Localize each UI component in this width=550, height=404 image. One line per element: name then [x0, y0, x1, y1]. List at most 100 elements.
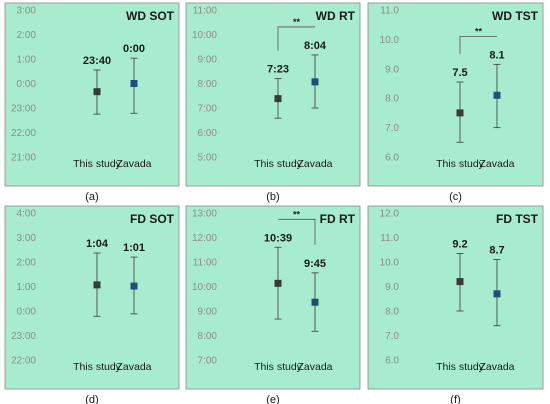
panel-label: (d): [85, 394, 98, 404]
significance-bracket: [459, 35, 497, 55]
chart-title: FD RT: [320, 212, 356, 226]
x-tick-label: Zavada: [297, 361, 332, 373]
x-tick-label: This study: [73, 158, 122, 170]
data-point: [93, 281, 101, 289]
y-tick-label: 3:00: [17, 6, 37, 17]
chart-panel-b: 11:00 10:00 9:00 8:00 7:00 6:00 5:00 WD RT ** 7:2…: [185, 2, 361, 203]
y-tick-label: 10.0: [380, 258, 400, 269]
significance-marker: **: [293, 17, 301, 27]
data-label: 7.5: [452, 67, 467, 79]
data-point: [130, 282, 138, 290]
y-tick-label: 7:00: [198, 104, 218, 115]
chart-panel-a: 3:00 2:00 1:00 0:00 23:00 22:00 21:00 WD SOT 23:…: [4, 2, 180, 203]
y-tick-label: 9.0: [385, 64, 399, 75]
panel-label: (c): [449, 191, 462, 203]
y-tick-label: 9.0: [385, 282, 399, 293]
significance-marker: **: [293, 209, 301, 219]
y-tick-label: 23:00: [11, 104, 36, 115]
y-tick-label: 5:00: [198, 153, 218, 164]
y-tick-label: 4:00: [17, 209, 37, 220]
x-tick-label: This study: [436, 158, 485, 170]
y-tick-label: 0:00: [17, 307, 37, 318]
data-label: 7:23: [267, 64, 289, 76]
data-point: [456, 109, 464, 117]
x-tick-label: Zavada: [297, 158, 332, 170]
significance-marker: **: [475, 26, 483, 36]
y-tick-label: 8:00: [198, 79, 218, 90]
y-tick-label: 13:00: [192, 209, 217, 220]
panel-label: (f): [450, 394, 460, 404]
data-point: [130, 80, 138, 87]
data-point: [311, 78, 319, 86]
y-tick-label: 7:00: [198, 356, 218, 367]
chart-title: FD TST: [496, 212, 539, 226]
panel-background: [185, 205, 361, 390]
data-label: 9:45: [304, 258, 326, 270]
data-label: 23:40: [83, 55, 111, 67]
data-label: 1:01: [123, 242, 145, 254]
chart-panel-d: 4:00 3:00 2:00 1:00 0:00 23:00 22:00 FD SOT 1:04…: [4, 205, 180, 404]
y-tick-label: 9:00: [198, 307, 218, 318]
y-tick-label: 6:00: [198, 128, 218, 139]
chart-panel-f: 12.0 11.0 10.0 9.0 8.0 7.0 6.0 FD TST 9.2 This st…: [367, 205, 544, 404]
y-tick-label: 1:00: [17, 55, 37, 66]
y-tick-label: 11:00: [193, 258, 218, 269]
y-tick-label: 11.0: [380, 233, 399, 244]
y-tick-label: 6.0: [385, 356, 399, 367]
y-tick-label: 22:00: [11, 128, 36, 139]
x-tick-label: Zavada: [479, 361, 514, 373]
y-tick-label: 2:00: [17, 30, 37, 41]
data-point: [456, 278, 464, 286]
data-point: [274, 279, 282, 287]
y-tick-label: 3:00: [17, 233, 37, 244]
y-tick-label: 12:00: [192, 233, 217, 244]
chart-panel-c: 11.0 10.0 9.0 8.0 7.0 6.0 WD TST ** 7.5 This stud…: [367, 2, 544, 203]
significance-bracket: [277, 26, 315, 51]
panel-background: [185, 2, 361, 187]
chart-title: FD SOT: [130, 212, 175, 226]
significance-bracket: [278, 218, 316, 245]
y-tick-label: 6.0: [385, 153, 399, 164]
y-tick-label: 21:00: [11, 153, 36, 164]
panel-background: [367, 2, 544, 187]
y-tick-label: 22:00: [11, 356, 36, 367]
y-tick-label: 11.0: [380, 6, 399, 17]
x-tick-label: This study: [254, 158, 303, 170]
data-label: 9.2: [452, 238, 467, 250]
y-tick-label: 8:00: [198, 331, 218, 342]
data-point: [493, 290, 501, 298]
data-label: 8.1: [489, 49, 504, 61]
chart-title: WD SOT: [126, 9, 175, 23]
y-tick-label: 10.0: [380, 35, 400, 46]
panel-background: [4, 205, 180, 390]
panel-label: (a): [85, 191, 98, 203]
y-tick-label: 23:00: [11, 331, 36, 342]
panel-background: [367, 205, 544, 390]
y-tick-label: 7.0: [385, 123, 399, 134]
panel-label: (e): [266, 394, 279, 404]
y-tick-label: 8.0: [385, 94, 399, 105]
y-tick-label: 9:00: [198, 55, 218, 66]
x-tick-label: This study: [73, 361, 122, 373]
data-label: 1:04: [86, 238, 109, 250]
y-tick-label: 11:00: [193, 6, 218, 17]
x-tick-label: Zavada: [116, 361, 151, 373]
y-tick-label: 10:00: [192, 30, 217, 41]
y-tick-label: 12.0: [380, 209, 400, 220]
data-point: [93, 88, 101, 96]
y-tick-label: 7.0: [385, 331, 399, 342]
y-tick-label: 8.0: [385, 307, 399, 318]
y-tick-label: 1:00: [17, 282, 37, 293]
data-label: 8.7: [489, 245, 504, 257]
data-label: 10:39: [264, 232, 292, 244]
data-label: 0:00: [123, 43, 145, 55]
y-tick-label: 10:00: [192, 282, 217, 293]
x-tick-label: Zavada: [116, 158, 151, 170]
data-label: 8:04: [304, 40, 327, 52]
x-tick-label: Zavada: [479, 158, 514, 170]
data-point: [493, 91, 501, 99]
chart-title: WD TST: [492, 9, 539, 23]
x-tick-label: This study: [436, 361, 485, 373]
chart-title: WD RT: [316, 9, 356, 23]
data-point: [311, 298, 319, 306]
